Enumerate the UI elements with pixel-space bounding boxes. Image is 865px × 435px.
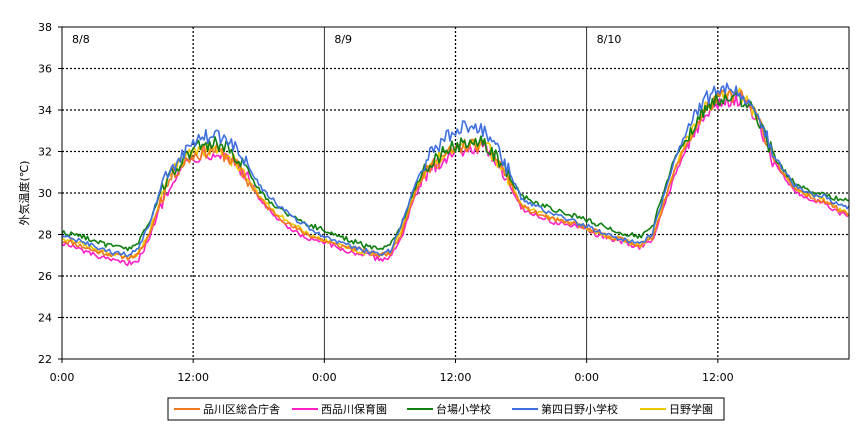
legend-label: 第四日野小学校: [541, 402, 618, 416]
x-tick-label: 0:00: [50, 371, 75, 384]
x-tick-label: 12:00: [177, 371, 209, 384]
y-tick-label: 38: [38, 21, 52, 34]
y-tick-label: 34: [38, 104, 52, 117]
x-tick-label: 0:00: [312, 371, 337, 384]
y-tick-label: 28: [38, 229, 52, 242]
day-labels: 8/8 8/9 8/10: [72, 33, 621, 46]
x-tick-labels: 0:00 12:00 0:00 12:00 0:00 12:00: [50, 359, 734, 384]
x-tick-label: 0:00: [574, 371, 599, 384]
series-line: [61, 92, 849, 252]
y-tick-labels: 22 24 26 28 30 32 34 36 38: [38, 21, 62, 366]
x-tick-label: 12:00: [440, 371, 472, 384]
x-tick-label: 12:00: [702, 371, 734, 384]
y-tick-label: 26: [38, 270, 52, 283]
legend-label: 品川区総合庁舎: [203, 402, 280, 416]
legend: 品川区総合庁舎 西品川保育園 台場小学校 第四日野小学校 日野学園: [167, 397, 725, 421]
grid-lines: [62, 27, 849, 359]
y-axis-label: 外気温度(℃): [17, 161, 31, 226]
legend-label: 台場小学校: [436, 402, 491, 416]
series-line: [61, 82, 850, 258]
legend-label: 西品川保育園: [321, 402, 387, 416]
y-tick-label: 36: [38, 63, 52, 76]
day-label: 8/9: [334, 33, 352, 46]
y-tick-label: 30: [38, 187, 52, 200]
y-tick-label: 22: [38, 353, 52, 366]
y-tick-label: 32: [38, 146, 52, 159]
day-label: 8/8: [72, 33, 90, 46]
y-tick-label: 24: [38, 312, 52, 325]
series-lines: [61, 82, 850, 267]
legend-box: [167, 397, 725, 421]
day-label: 8/10: [597, 33, 622, 46]
legend-label: 日野学園: [669, 402, 713, 416]
